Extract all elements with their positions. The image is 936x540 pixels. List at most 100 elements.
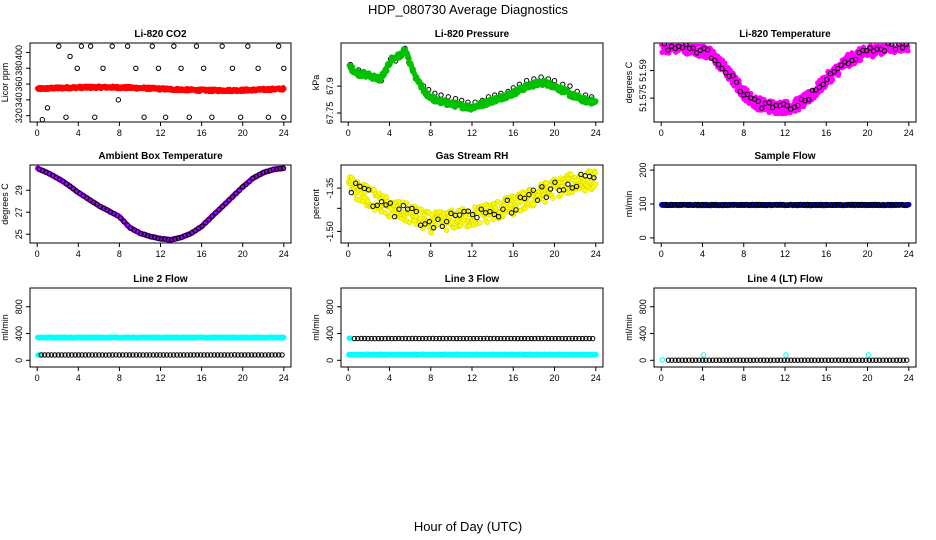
- y-tick-label: -1.50: [325, 221, 335, 242]
- data-point: [822, 357, 828, 363]
- data-point: [678, 201, 685, 208]
- data-point: [438, 92, 444, 98]
- data-point: [773, 102, 779, 109]
- data-point: [703, 357, 709, 363]
- data-point: [409, 335, 415, 342]
- data-point: [668, 202, 674, 208]
- data-point: [589, 335, 596, 342]
- data-point: [899, 45, 906, 51]
- data-point: [552, 335, 558, 342]
- data-point: [582, 187, 588, 194]
- x-tick-label: 8: [741, 128, 746, 138]
- data-point: [549, 335, 555, 342]
- panel-title: Li-820 Temperature: [739, 29, 831, 40]
- data-point: [829, 77, 836, 83]
- data-point: [229, 65, 236, 71]
- data-point: [783, 352, 789, 358]
- data-point: [273, 166, 280, 172]
- data-point: [893, 201, 899, 208]
- series-ambient-co2: [35, 83, 287, 95]
- x-tick-label: 0: [346, 128, 351, 138]
- x-tick-label: 20: [863, 249, 873, 259]
- data-point: [214, 352, 221, 358]
- data-point: [859, 357, 866, 363]
- x-tick-label: 4: [76, 128, 81, 138]
- data-point: [729, 202, 736, 208]
- x-tick-label: 24: [279, 128, 289, 138]
- data-point: [87, 43, 94, 49]
- data-point: [433, 335, 439, 342]
- data-point: [741, 92, 747, 98]
- data-point: [121, 218, 127, 225]
- data-point: [355, 335, 361, 342]
- series-averaged-line-3-flow: [351, 335, 596, 342]
- data-point: [238, 352, 245, 358]
- data-point: [846, 357, 852, 363]
- series-averaged-humidity: [348, 171, 597, 231]
- data-point: [124, 43, 131, 49]
- data-point: [191, 352, 197, 358]
- data-point: [592, 181, 599, 187]
- x-tick-label: 16: [821, 249, 831, 259]
- data-point: [385, 335, 392, 342]
- data-point: [804, 201, 810, 208]
- data-point: [753, 201, 759, 208]
- data-point: [212, 210, 219, 216]
- data-point: [436, 335, 443, 342]
- data-point: [688, 202, 695, 208]
- data-point: [92, 114, 98, 120]
- data-point: [593, 98, 599, 104]
- data-point: [147, 352, 153, 358]
- data-point: [856, 357, 862, 363]
- data-point: [279, 352, 285, 358]
- data-point: [392, 335, 398, 342]
- data-point: [547, 186, 554, 192]
- data-point: [406, 335, 412, 342]
- data-point: [543, 194, 549, 200]
- x-tick-label: 4: [700, 128, 705, 138]
- data-point: [106, 352, 112, 358]
- data-point: [522, 205, 528, 212]
- data-point: [661, 202, 668, 208]
- data-point: [696, 357, 702, 363]
- data-point: [79, 352, 85, 358]
- data-point: [825, 202, 831, 208]
- data-point: [882, 202, 889, 208]
- data-point: [145, 233, 151, 239]
- data-point: [592, 170, 598, 176]
- data-point: [69, 352, 75, 358]
- data-point: [762, 100, 769, 106]
- data-point: [801, 202, 807, 208]
- data-point: [879, 202, 885, 208]
- data-point: [443, 335, 450, 342]
- x-tick-label: 16: [197, 373, 207, 383]
- data-point: [124, 222, 131, 228]
- data-point: [387, 200, 394, 206]
- data-point: [746, 202, 753, 208]
- data-point: [904, 38, 909, 43]
- data-point: [375, 335, 381, 342]
- data-point: [807, 201, 814, 208]
- data-point: [855, 201, 862, 208]
- data-point: [572, 335, 579, 342]
- data-point: [661, 43, 668, 47]
- data-point: [659, 357, 665, 363]
- series-averaged-sample-flow: [661, 201, 909, 208]
- data-point: [136, 352, 143, 358]
- y-tick-label: 400: [14, 45, 24, 60]
- data-point: [669, 357, 675, 363]
- data-point: [113, 352, 119, 358]
- data-point: [867, 45, 873, 51]
- data-point: [552, 179, 558, 185]
- data-point: [155, 235, 161, 241]
- data-point: [365, 335, 371, 342]
- y-tick-label: 800: [14, 299, 24, 314]
- data-point: [165, 236, 171, 243]
- data-point: [389, 335, 395, 342]
- data-point: [531, 201, 537, 208]
- series-line-2-flow: [35, 334, 287, 341]
